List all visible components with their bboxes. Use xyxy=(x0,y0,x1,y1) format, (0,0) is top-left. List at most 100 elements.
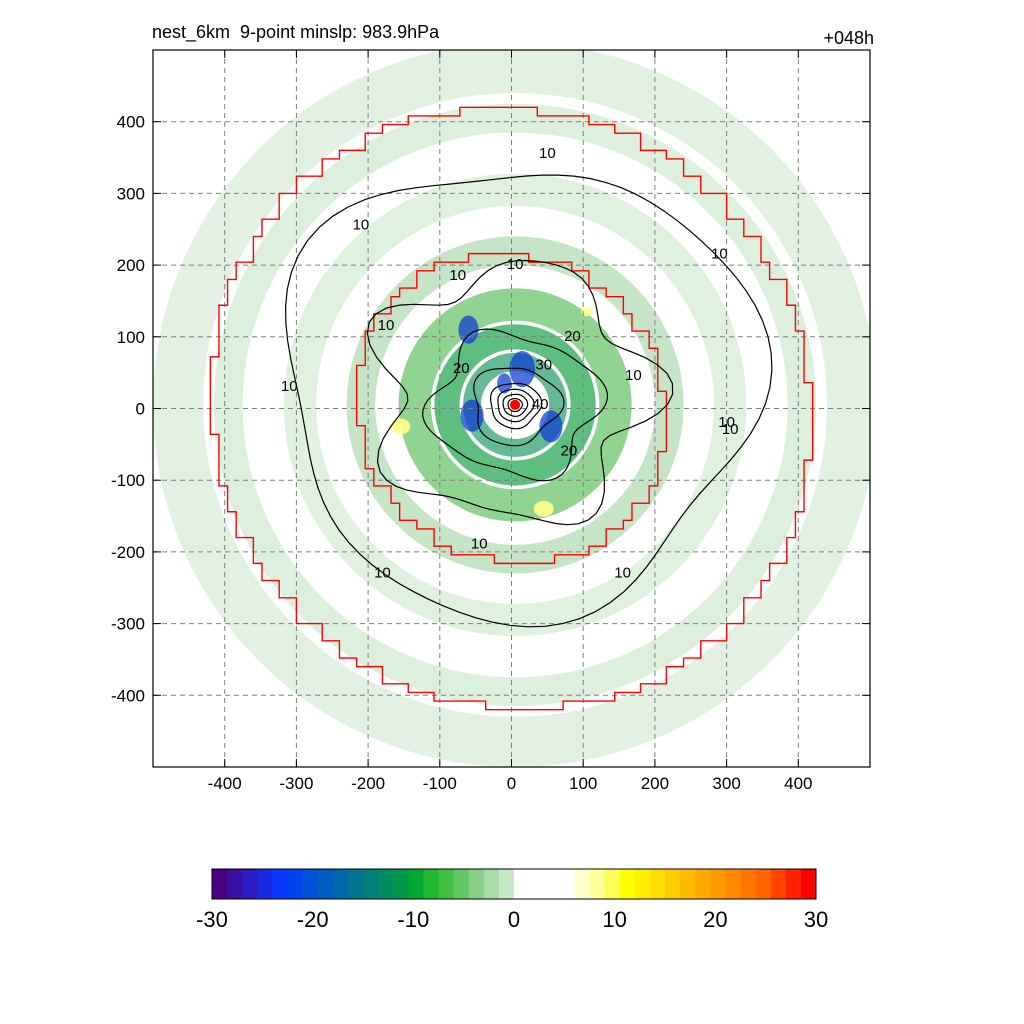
contour-line xyxy=(284,174,773,628)
contour-label: 10 xyxy=(378,317,395,334)
field-positive-patch xyxy=(390,418,411,435)
contour-label: 10 xyxy=(625,367,642,384)
contour-label: 10 xyxy=(281,378,298,395)
colorbar-swatch xyxy=(498,869,515,899)
contour-label: 10 xyxy=(507,256,524,273)
contour-label: 20 xyxy=(561,442,578,459)
colorbar-swatch xyxy=(272,869,288,899)
contour-line xyxy=(473,367,565,447)
colorbar-swatch xyxy=(363,869,379,899)
colorbar-swatch xyxy=(710,869,726,899)
x-tick-label: 400 xyxy=(784,774,812,793)
contour-label: 40 xyxy=(532,396,549,413)
colorbar-tick-label: 30 xyxy=(804,907,828,932)
x-tick-label: 100 xyxy=(569,774,597,793)
field-band xyxy=(213,103,817,707)
y-tick-label: 200 xyxy=(117,256,145,275)
field-core-patch xyxy=(460,399,484,432)
colorbar-tick-label: 10 xyxy=(602,907,626,932)
colorbar-swatch xyxy=(785,869,802,899)
contour-label: 10 xyxy=(353,217,370,234)
colorbar-swatch xyxy=(347,869,364,899)
x-tick-label: 0 xyxy=(507,774,516,793)
contour-label: 10 xyxy=(374,564,391,581)
contour-label: 10 xyxy=(614,564,631,581)
colorbar-tick-label: -20 xyxy=(297,907,329,932)
field-core-patch xyxy=(458,315,479,344)
contour-label: 10 xyxy=(718,414,735,431)
colorbar-swatch xyxy=(740,869,757,899)
x-tick-label: -300 xyxy=(279,774,313,793)
colorbar-swatch xyxy=(453,869,470,899)
colorbar-swatch xyxy=(589,869,606,899)
colorbar-swatch xyxy=(468,869,485,899)
colorbar-swatch xyxy=(634,869,651,899)
colorbar-swatch xyxy=(514,869,530,899)
colorbar-swatch xyxy=(544,869,560,899)
y-tick-label: 100 xyxy=(117,328,145,347)
inner-nest-boundary xyxy=(355,252,668,565)
colorbar-swatch xyxy=(619,869,636,899)
colorbar-swatch xyxy=(332,869,349,899)
contour-label: 10 xyxy=(711,245,728,262)
colorbar-tick-label: 0 xyxy=(508,907,520,932)
contour-lines xyxy=(284,174,773,628)
axis-ticks: -400 -300 -200 -100 0 100 200 300 40040030020010… xyxy=(111,50,870,793)
nest-boundary xyxy=(209,106,814,711)
colorbar-swatch xyxy=(227,869,243,899)
contour-line xyxy=(502,393,529,417)
y-tick-label: -100 xyxy=(111,471,145,490)
colorbar-swatch xyxy=(604,869,621,899)
contour-line xyxy=(490,382,543,430)
storm-center-marker xyxy=(510,399,521,410)
colorbar-swatch xyxy=(257,869,273,899)
colorbar-swatch xyxy=(559,869,575,899)
colorbar-swatch xyxy=(483,869,500,899)
grid-lines xyxy=(153,50,870,767)
contour-label: 30 xyxy=(535,356,552,373)
contour-line xyxy=(422,328,609,482)
colorbar-swatch xyxy=(649,869,666,899)
field-band xyxy=(346,236,684,574)
field-positive-patch xyxy=(581,307,593,317)
colorbar-swatch xyxy=(574,869,590,899)
outer-nest-boundary xyxy=(209,106,814,711)
colorbar-swatch xyxy=(302,869,319,899)
colorbar-swatch xyxy=(665,869,681,899)
contour-label: 10 xyxy=(539,145,556,162)
x-tick-label: 200 xyxy=(641,774,669,793)
colorbar-swatch xyxy=(695,869,711,899)
colorbar-swatch xyxy=(770,869,787,899)
colorbar-swatch xyxy=(529,869,545,899)
chart-title: nest_6km 9-point minslp: 983.9hPa xyxy=(152,22,440,42)
y-tick-label: 400 xyxy=(117,113,145,132)
field-core-patch xyxy=(497,373,512,394)
field-positive-patch xyxy=(533,500,554,517)
colorbar: -30 -20 -10 0 10 20 30 xyxy=(196,868,828,932)
contour-label: 10 xyxy=(722,421,739,438)
field-band xyxy=(398,288,632,522)
contour-label: 20 xyxy=(564,328,581,345)
colorbar-frame xyxy=(211,868,817,900)
forecast-hour-label: +048h xyxy=(823,28,874,48)
colorbar-swatch xyxy=(242,869,258,899)
colorbar-swatch xyxy=(725,869,741,899)
y-tick-label: -300 xyxy=(111,615,145,634)
colorbar-swatch xyxy=(317,869,334,899)
colorbar-swatch xyxy=(680,869,696,899)
colorbar-swatch xyxy=(423,869,439,899)
contour-label: 10 xyxy=(449,267,466,284)
y-tick-label: 0 xyxy=(136,400,145,419)
contour-line xyxy=(366,259,674,526)
colorbar-swatch xyxy=(378,869,394,899)
colorbar-tick-label: 20 xyxy=(703,907,727,932)
colorbar-swatch xyxy=(800,869,817,899)
contour-line xyxy=(507,398,524,413)
colorbar-swatch xyxy=(438,869,455,899)
x-tick-label: -400 xyxy=(208,774,242,793)
x-tick-label: -200 xyxy=(351,774,385,793)
contour-label: 10 xyxy=(471,536,488,553)
colorbar-swatch xyxy=(755,869,772,899)
